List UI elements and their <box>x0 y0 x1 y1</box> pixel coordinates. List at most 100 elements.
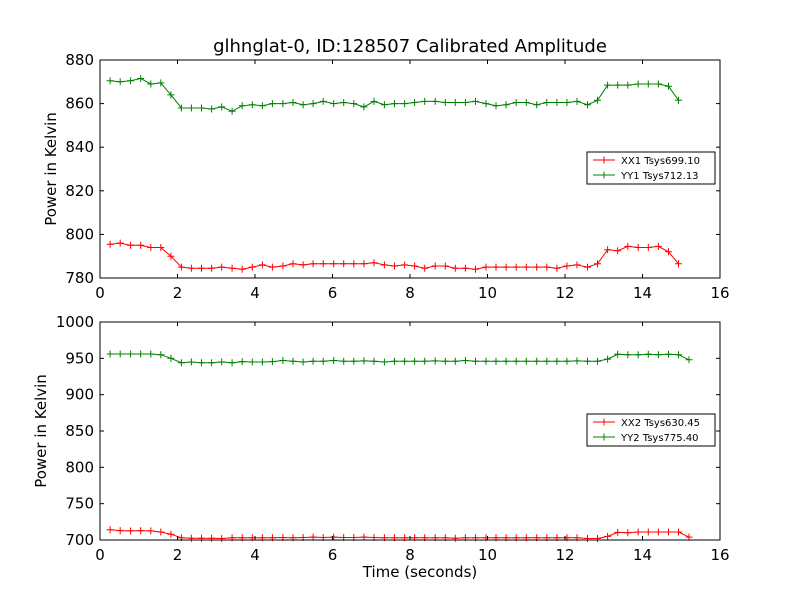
data-point <box>330 357 338 364</box>
data-point <box>106 350 114 358</box>
data-point <box>492 102 500 110</box>
x-tick-label: 16 <box>710 284 729 302</box>
data-point <box>167 91 175 99</box>
legend-entry-label: YY2 Tsys775.40 <box>620 433 699 444</box>
legend-entry-label: XX1 Tsys699.10 <box>621 156 700 167</box>
data-point <box>553 264 561 272</box>
data-point <box>157 528 165 536</box>
data-point <box>289 260 297 268</box>
data-point <box>624 529 632 537</box>
data-point <box>584 535 591 542</box>
series-line-2 <box>110 353 690 364</box>
data-point <box>319 357 327 365</box>
data-point <box>309 260 317 268</box>
data-point <box>624 351 632 359</box>
data-point <box>543 357 551 365</box>
data-point <box>604 81 612 89</box>
data-point <box>502 263 510 271</box>
data-point <box>127 77 135 85</box>
data-point <box>675 528 682 536</box>
data-point <box>553 357 561 365</box>
x-tick-label: 0 <box>95 284 105 302</box>
data-point <box>614 350 622 358</box>
data-point <box>167 354 175 362</box>
data-point <box>482 263 490 271</box>
legend-marker <box>600 433 608 441</box>
series-line-1 <box>110 529 690 540</box>
data-point <box>482 357 490 365</box>
data-point <box>208 359 216 367</box>
data-point <box>512 357 520 365</box>
data-point <box>573 261 581 269</box>
data-point <box>340 99 348 106</box>
y-tick-label: 950 <box>65 349 94 367</box>
data-point <box>279 357 287 364</box>
data-point <box>360 260 368 268</box>
data-point <box>370 357 378 365</box>
x-tick-label: 8 <box>405 284 415 302</box>
data-point <box>675 260 682 268</box>
legend: XX2 Tsys630.45 YY2 Tsys775.40 <box>586 413 716 447</box>
data-point <box>106 526 114 534</box>
data-point <box>340 357 348 365</box>
data-point <box>248 263 256 271</box>
data-point <box>309 357 317 365</box>
x-tick-label: 10 <box>478 546 497 564</box>
data-point <box>198 104 205 112</box>
data-point <box>441 262 449 270</box>
data-point <box>411 357 419 365</box>
data-point <box>187 534 195 542</box>
data-point <box>268 358 276 366</box>
data-point <box>573 97 581 105</box>
x-tick-label: 6 <box>328 546 338 564</box>
data-point <box>208 105 216 113</box>
data-point <box>441 99 449 106</box>
data-point <box>654 528 662 536</box>
y-tick-label: 780 <box>65 269 94 287</box>
data-point <box>187 264 195 272</box>
x-tick-label: 4 <box>250 284 260 302</box>
data-point <box>644 80 652 88</box>
data-point <box>634 80 642 88</box>
legend: XX1 Tsys699.10 YY1 Tsys712.13 <box>586 151 716 185</box>
data-point <box>584 357 591 365</box>
data-point <box>431 357 439 365</box>
data-point <box>451 534 459 542</box>
data-point <box>360 533 368 541</box>
data-point <box>228 107 236 115</box>
data-point <box>594 535 601 542</box>
data-point <box>198 534 205 542</box>
data-point <box>299 358 307 366</box>
data-point <box>289 99 297 106</box>
data-point <box>319 260 327 268</box>
data-point <box>268 263 276 271</box>
data-point <box>594 260 601 268</box>
x-tick-label: 6 <box>328 284 338 302</box>
data-point <box>584 101 591 109</box>
data-point <box>482 100 490 108</box>
chart-title: glhnglat-0, ID:128507 Calibrated Amplitu… <box>213 36 607 57</box>
data-point <box>238 358 246 366</box>
data-point <box>370 97 378 105</box>
data-point <box>634 244 642 251</box>
legend-marker <box>600 156 608 164</box>
y-tick-label: 800 <box>65 225 94 243</box>
y-tick-label: 1000 <box>56 313 94 331</box>
x-tick-label: 12 <box>555 284 574 302</box>
data-point <box>157 244 165 251</box>
data-point <box>644 350 652 358</box>
data-point <box>208 534 216 542</box>
subplot-1: 0 2 4 6 8 10 12 14 16 780 800 820 840 860 880 Power in … <box>42 51 730 302</box>
data-point <box>594 357 601 365</box>
data-point <box>391 100 398 108</box>
data-point <box>665 248 672 256</box>
data-point <box>116 527 124 535</box>
data-point <box>675 96 682 104</box>
data-point <box>360 103 368 111</box>
data-point <box>218 358 226 366</box>
data-point <box>127 527 135 535</box>
x-tick-label: 2 <box>173 284 183 302</box>
data-point <box>350 260 358 268</box>
x-tick-label: 14 <box>633 284 652 302</box>
